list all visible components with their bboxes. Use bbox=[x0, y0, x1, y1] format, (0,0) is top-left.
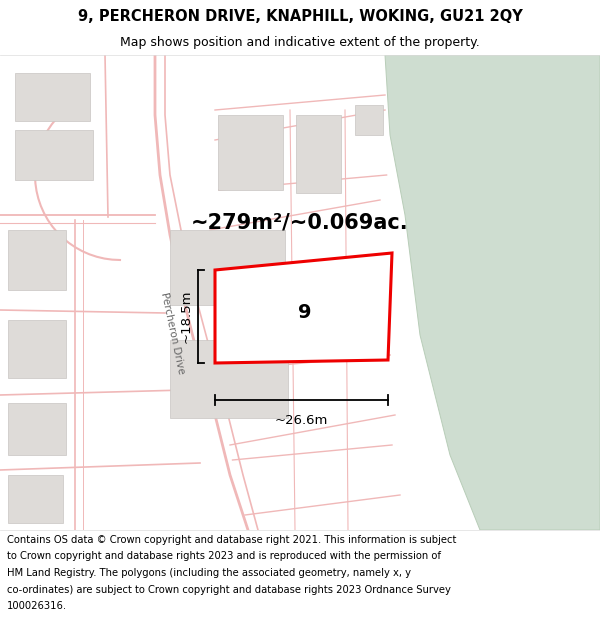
Text: ~26.6m: ~26.6m bbox=[275, 414, 328, 427]
Text: Percheron Drive: Percheron Drive bbox=[160, 291, 187, 375]
Bar bbox=[15, 73, 90, 121]
Bar bbox=[296, 115, 341, 193]
Text: ~279m²/~0.069ac.: ~279m²/~0.069ac. bbox=[191, 213, 409, 233]
Text: 9: 9 bbox=[298, 304, 312, 322]
Text: Map shows position and indicative extent of the property.: Map shows position and indicative extent… bbox=[120, 36, 480, 49]
Bar bbox=[355, 105, 383, 135]
Bar bbox=[170, 230, 285, 305]
Bar bbox=[8, 403, 66, 455]
Text: Contains OS data © Crown copyright and database right 2021. This information is : Contains OS data © Crown copyright and d… bbox=[7, 535, 457, 545]
Text: 100026316.: 100026316. bbox=[7, 601, 67, 611]
Text: co-ordinates) are subject to Crown copyright and database rights 2023 Ordnance S: co-ordinates) are subject to Crown copyr… bbox=[7, 584, 451, 594]
Text: ~18.5m: ~18.5m bbox=[180, 290, 193, 343]
Text: HM Land Registry. The polygons (including the associated geometry, namely x, y: HM Land Registry. The polygons (includin… bbox=[7, 568, 411, 578]
Bar bbox=[170, 340, 288, 418]
Polygon shape bbox=[215, 253, 392, 363]
Text: 9, PERCHERON DRIVE, KNAPHILL, WOKING, GU21 2QY: 9, PERCHERON DRIVE, KNAPHILL, WOKING, GU… bbox=[77, 9, 523, 24]
Polygon shape bbox=[385, 55, 600, 530]
Bar bbox=[8, 475, 63, 523]
Bar bbox=[15, 130, 93, 180]
Bar bbox=[8, 230, 66, 290]
Bar bbox=[218, 115, 283, 190]
Text: to Crown copyright and database rights 2023 and is reproduced with the permissio: to Crown copyright and database rights 2… bbox=[7, 551, 441, 561]
Bar bbox=[8, 320, 66, 378]
